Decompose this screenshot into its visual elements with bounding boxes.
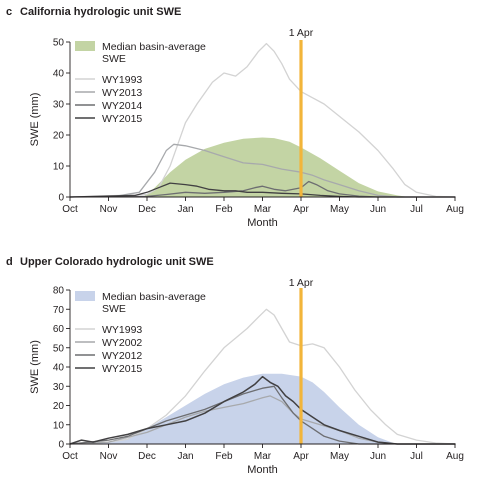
legend-label-median: SWE [102,53,126,65]
legend-label-wy2012: WY2012 [102,350,142,362]
chart-title: Upper Colorado hydrologic unit SWE [20,256,214,268]
x-tick-label: Jul [410,451,423,462]
y-tick-label: 80 [53,286,65,297]
y-tick-label: 0 [58,193,64,204]
y-tick-label: 50 [53,343,65,354]
legend-label-median: Median basin-average [102,291,206,303]
x-tick-label: Jun [370,204,386,215]
x-tick-label: Feb [215,204,233,215]
y-tick-label: 50 [53,38,65,49]
x-tick-label: Jun [370,451,386,462]
x-tick-label: Jan [177,204,193,215]
y-axis-label: SWE (mm) [29,93,41,147]
legend-label-wy2014: WY2014 [102,100,142,112]
y-axis-label: SWE (mm) [29,340,41,394]
x-tick-label: Aug [446,204,464,215]
legend-label-wy1993: WY1993 [102,324,142,336]
y-tick-label: 20 [53,131,65,142]
y-tick-label: 10 [53,162,65,173]
x-tick-label: Dec [138,451,156,462]
x-tick-label: Oct [62,451,78,462]
legend-label-wy2015: WY2015 [102,113,142,125]
x-tick-label: Mar [254,204,272,215]
series-line-wy1993 [69,308,456,445]
x-tick-label: Jul [410,204,423,215]
x-tick-label: May [330,451,349,462]
y-tick-label: 30 [53,382,65,393]
y-tick-label: 40 [53,363,65,374]
series-line-wy2013 [69,143,456,198]
legend-swatch-median [75,41,95,51]
chart-panel-d: d Upper Colorado hydrologic unit SWE 1 Apr… [6,256,464,476]
series-line-wy1993 [69,42,456,198]
series-line-wy2014 [69,180,456,198]
x-tick-label: Jan [177,451,193,462]
series-line-wy2002 [69,395,456,445]
y-tick-label: 20 [53,401,65,412]
legend-label-median: SWE [102,303,126,315]
x-axis-label: Month [247,217,278,229]
panel-letter: d [6,256,13,268]
legend-label-wy2002: WY2002 [102,337,142,349]
series-line-wy2015 [69,375,456,445]
y-tick-label: 70 [53,305,65,316]
x-tick-label: Nov [100,204,118,215]
legend-swatch-median [75,291,95,301]
series-line-wy2012 [69,385,456,445]
reference-line-label: 1 Apr [289,277,314,289]
y-tick-label: 40 [53,69,65,80]
legend-label-median: Median basin-average [102,41,206,53]
x-tick-label: Dec [138,204,156,215]
y-tick-label: 60 [53,324,65,335]
x-tick-label: Apr [293,204,309,215]
x-tick-label: May [330,204,349,215]
x-tick-label: Mar [254,451,272,462]
legend-label-wy2015: WY2015 [102,363,142,375]
x-tick-label: Aug [446,451,464,462]
x-tick-label: Feb [215,451,233,462]
x-tick-label: Apr [293,451,309,462]
panel-letter: c [6,6,12,18]
y-tick-label: 30 [53,100,65,111]
x-tick-label: Nov [100,451,118,462]
x-tick-label: Oct [62,204,78,215]
chart-title: California hydrologic unit SWE [20,6,181,18]
y-tick-label: 0 [58,440,64,451]
series-line-wy2015 [69,182,456,198]
chart-panel-c: c California hydrologic unit SWE 1 Apr 0 10 2… [6,6,464,229]
legend-label-wy1993: WY1993 [102,74,142,86]
x-axis-label: Month [247,464,278,476]
median-area [89,373,402,444]
reference-line-label: 1 Apr [289,27,314,39]
y-tick-label: 10 [53,420,65,431]
legend-label-wy2013: WY2013 [102,87,142,99]
